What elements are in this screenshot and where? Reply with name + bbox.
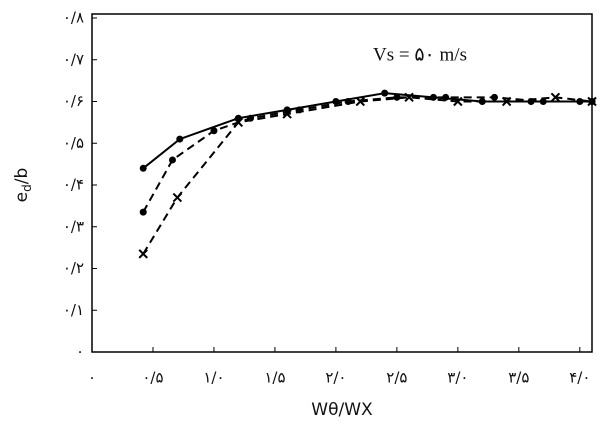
x-tick-label: ۰/۵: [142, 369, 163, 387]
x-tick-label: ۱/۰: [203, 369, 224, 387]
x-tick-label: ۴/۰: [569, 369, 590, 387]
point: [139, 208, 147, 216]
point: [550, 92, 561, 103]
x-tick-label: ۲/۰: [325, 369, 346, 387]
point: [233, 117, 244, 128]
point: [168, 156, 176, 164]
point: [539, 98, 547, 105]
x-tick-label: ۳/۰: [447, 369, 468, 387]
series-line: [142, 96, 592, 213]
y-label-sub: d: [20, 184, 34, 192]
annotation: Vs = ۵۰ m/s: [373, 44, 467, 65]
series-line: [142, 96, 593, 255]
x-tick-label: ۰: [88, 369, 96, 387]
point: [172, 192, 183, 203]
y-tick-label: ۰/۴: [63, 176, 84, 194]
y-axis-label: ed/b: [12, 168, 34, 203]
point: [393, 93, 401, 101]
x-axis-label: Wθ/WX: [311, 400, 373, 420]
point: [355, 96, 366, 107]
y-label-base: e: [12, 192, 32, 202]
y-tick-label: ۰/۳: [63, 217, 84, 235]
y-tick-label: ۰/۵: [63, 134, 84, 152]
y-tick-label: ۰/۱: [63, 301, 84, 319]
y-label-rest: /b: [12, 168, 32, 185]
point: [490, 93, 498, 101]
y-tick-label: ۰/۷: [63, 50, 84, 68]
y-tick-label: ۰/۸: [63, 9, 84, 27]
x-tick-label: ۱/۵: [264, 369, 285, 387]
point: [282, 109, 292, 119]
point: [176, 135, 184, 143]
point: [138, 249, 148, 259]
point: [587, 96, 597, 107]
point: [139, 164, 147, 172]
plot-frame: [91, 13, 593, 353]
point: [442, 93, 450, 101]
point: [381, 89, 389, 97]
point: [404, 92, 414, 103]
y-tick-label: ۰: [76, 343, 84, 361]
y-tick-label: ۰/۶: [63, 92, 84, 110]
x-tick-label: ۲/۵: [386, 369, 407, 387]
point: [210, 127, 218, 135]
x-tick-label: ۳/۵: [508, 369, 529, 387]
y-tick-label: ۰/۲: [63, 259, 84, 277]
point: [501, 96, 512, 107]
point: [453, 96, 463, 107]
